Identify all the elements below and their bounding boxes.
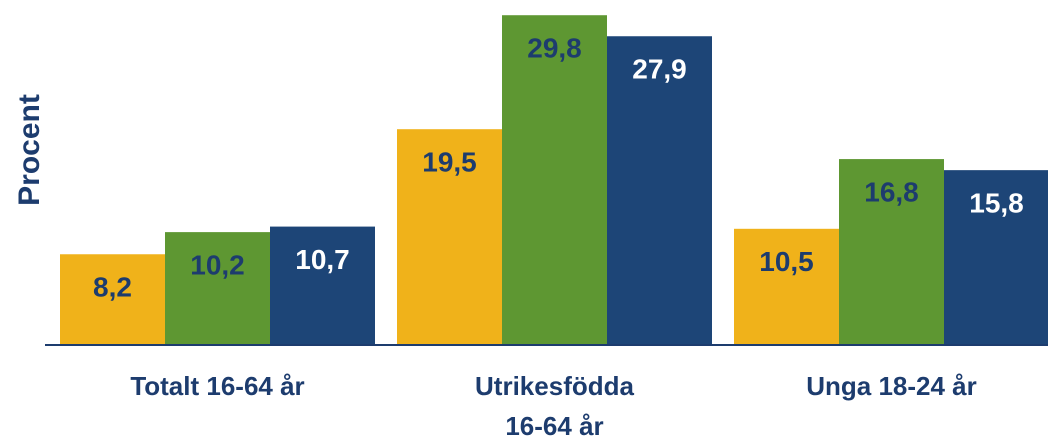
- value-label: 27,9: [632, 54, 687, 85]
- bar: [60, 254, 165, 345]
- bar: [607, 36, 712, 346]
- y-axis-label: Procent: [13, 94, 46, 206]
- value-label: 10,2: [190, 250, 245, 281]
- x-tick-label: Unga 18-24 år: [806, 371, 977, 401]
- bar: [944, 170, 1048, 345]
- x-tick-label: Utrikesfödda 16-64 år: [475, 371, 634, 438]
- value-label: 10,5: [759, 246, 814, 277]
- value-label: 8,2: [93, 272, 132, 303]
- value-label: 15,8: [969, 188, 1024, 219]
- bar: [502, 15, 607, 346]
- bar: [165, 232, 270, 345]
- value-label: 19,5: [422, 147, 477, 178]
- value-label: 10,7: [295, 244, 350, 275]
- bar: [270, 226, 375, 345]
- bar: [734, 228, 839, 345]
- value-label: 16,8: [864, 176, 919, 207]
- bar: [397, 129, 502, 345]
- x-tick-label: Totalt 16-64 år: [130, 371, 305, 401]
- value-label: 29,8: [527, 33, 582, 64]
- bar: [839, 159, 944, 345]
